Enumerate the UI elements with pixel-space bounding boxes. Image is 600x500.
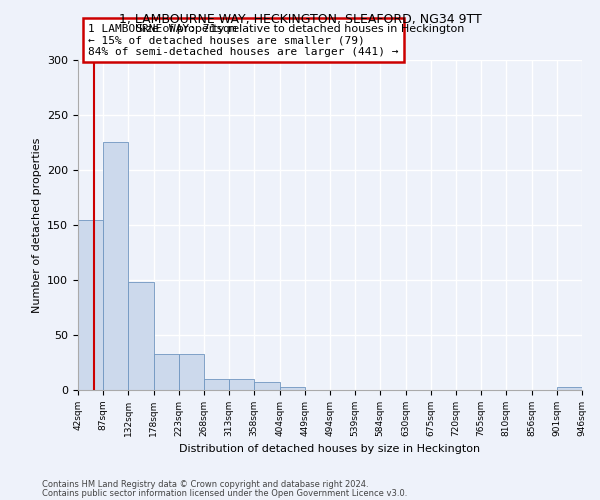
- Bar: [103, 142, 128, 390]
- Text: Size of property relative to detached houses in Heckington: Size of property relative to detached ho…: [136, 24, 464, 34]
- Y-axis label: Number of detached properties: Number of detached properties: [32, 138, 41, 312]
- Bar: [78, 220, 103, 390]
- Text: Contains public sector information licensed under the Open Government Licence v3: Contains public sector information licen…: [42, 488, 407, 498]
- Bar: [179, 354, 204, 390]
- Text: 1 LAMBOURNE WAY: 71sqm
← 15% of detached houses are smaller (79)
84% of semi-det: 1 LAMBOURNE WAY: 71sqm ← 15% of detached…: [88, 24, 398, 56]
- Text: Contains HM Land Registry data © Crown copyright and database right 2024.: Contains HM Land Registry data © Crown c…: [42, 480, 368, 489]
- Bar: [280, 386, 305, 390]
- Bar: [204, 379, 229, 390]
- Bar: [229, 379, 254, 390]
- Bar: [557, 386, 582, 390]
- Bar: [128, 282, 154, 390]
- Text: 1, LAMBOURNE WAY, HECKINGTON, SLEAFORD, NG34 9TT: 1, LAMBOURNE WAY, HECKINGTON, SLEAFORD, …: [119, 12, 481, 26]
- Bar: [254, 382, 280, 390]
- X-axis label: Distribution of detached houses by size in Heckington: Distribution of detached houses by size …: [179, 444, 481, 454]
- Bar: [154, 354, 179, 390]
